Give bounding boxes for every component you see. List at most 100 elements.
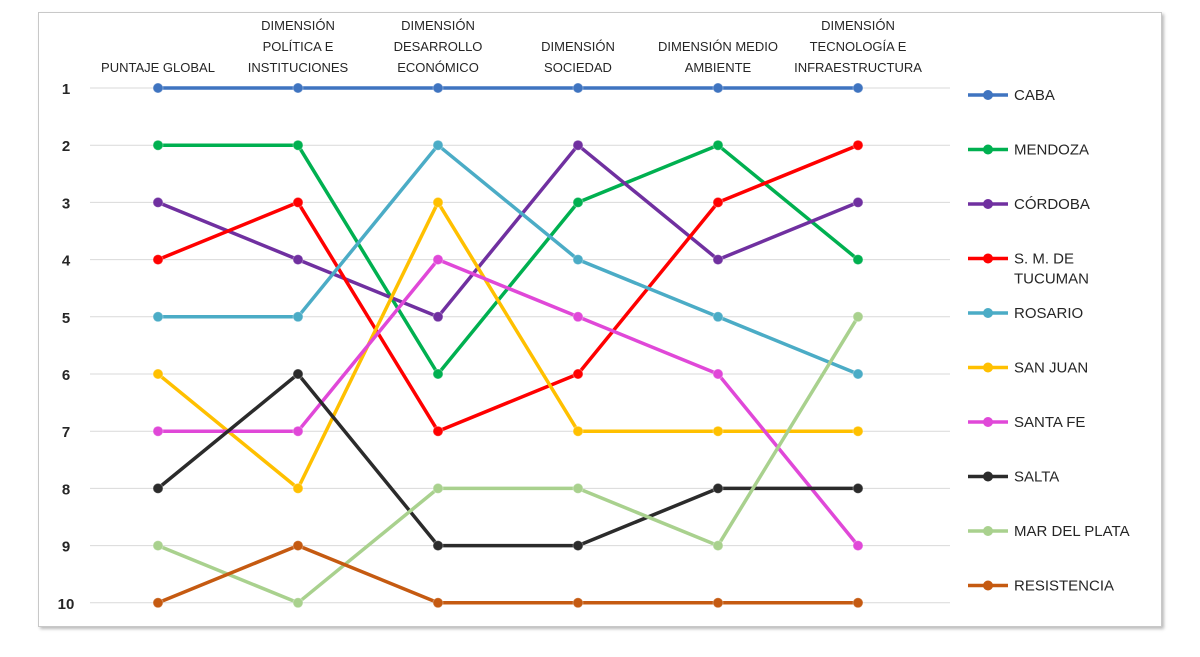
data-point	[572, 597, 584, 609]
x-category-label: DIMENSIÓN	[261, 18, 335, 33]
legend-marker	[983, 253, 993, 264]
data-point	[152, 425, 164, 437]
data-point	[292, 139, 304, 151]
y-tick-label: 8	[62, 481, 70, 498]
data-point	[292, 368, 304, 380]
y-tick-label: 10	[58, 596, 75, 613]
data-point	[852, 425, 864, 437]
y-tick-label: 4	[62, 253, 71, 270]
data-point	[572, 254, 584, 266]
data-point	[292, 82, 304, 94]
data-point	[432, 196, 444, 208]
data-point	[152, 597, 164, 609]
data-point	[712, 540, 724, 552]
legend-label: SAN JUAN	[1014, 360, 1088, 377]
data-point	[572, 540, 584, 552]
data-point	[712, 82, 724, 94]
data-point	[432, 254, 444, 266]
series-line-5	[156, 200, 858, 491]
data-point	[712, 254, 724, 266]
legend-label: MENDOZA	[1014, 142, 1089, 159]
series-line-4	[158, 143, 859, 376]
data-point	[572, 368, 584, 380]
data-point	[152, 368, 164, 380]
data-point	[432, 311, 444, 323]
y-tick-label: 2	[62, 138, 70, 155]
legend-label: S. M. DE	[1014, 251, 1074, 268]
legend-marker	[983, 471, 993, 482]
legend-label: ROSARIO	[1014, 305, 1083, 322]
legend-marker	[983, 362, 993, 373]
x-category-label: DESARROLLO	[394, 39, 483, 54]
data-point	[292, 540, 304, 552]
legend-label: RESISTENCIA	[1014, 578, 1114, 595]
x-category-label: ECONÓMICO	[397, 60, 479, 75]
series-line-6	[158, 257, 860, 547]
x-category-label: DIMENSIÓN	[541, 39, 615, 54]
data-point	[572, 82, 584, 94]
data-point	[152, 254, 164, 266]
data-point	[852, 482, 864, 494]
data-point	[292, 311, 304, 323]
data-point	[152, 311, 164, 323]
y-tick-label: 3	[62, 195, 70, 212]
data-point	[152, 196, 164, 208]
data-point	[712, 425, 724, 437]
data-point	[152, 482, 164, 494]
x-category-label: DIMENSIÓN	[821, 18, 895, 33]
legend-marker	[983, 417, 993, 427]
data-point	[852, 82, 864, 94]
data-point	[432, 425, 444, 437]
x-category-label: INSTITUCIONES	[248, 60, 349, 75]
data-point	[712, 482, 724, 494]
series-line-7	[156, 372, 858, 548]
series-line-8	[157, 315, 860, 605]
data-point	[292, 196, 304, 208]
y-tick-label: 6	[62, 367, 70, 384]
data-point	[292, 254, 304, 266]
legend-marker	[983, 144, 993, 155]
x-category-label: AMBIENTE	[685, 60, 752, 75]
data-point	[432, 368, 444, 380]
data-point	[152, 540, 164, 552]
y-tick-label: 1	[62, 81, 70, 98]
data-point	[152, 139, 164, 151]
data-point	[852, 311, 864, 323]
data-point	[572, 482, 584, 494]
data-point	[432, 139, 444, 151]
y-tick-label: 9	[62, 539, 70, 556]
data-point	[432, 597, 444, 609]
series-line-9	[157, 543, 858, 605]
data-point	[712, 311, 724, 323]
data-point	[432, 540, 444, 552]
legend-marker	[983, 580, 993, 591]
legend-label: SANTA FE	[1014, 414, 1085, 431]
series-line-2	[157, 143, 859, 319]
series-line-3	[157, 143, 859, 433]
legend-label: MAR DEL PLATA	[1014, 523, 1130, 540]
legend-label: CÓRDOBA	[1014, 196, 1090, 213]
x-category-label: PUNTAJE GLOBAL	[101, 60, 215, 75]
data-point	[572, 425, 584, 437]
x-category-label: TECNOLOGÍA E	[810, 39, 907, 54]
data-point	[852, 196, 864, 208]
data-point	[712, 368, 724, 380]
data-point	[432, 482, 444, 494]
data-point	[152, 82, 164, 94]
legend-marker	[983, 308, 993, 318]
legend-marker	[983, 199, 993, 209]
data-point	[572, 311, 584, 323]
data-point	[712, 597, 724, 609]
data-point	[572, 196, 584, 208]
data-point	[292, 597, 304, 609]
data-point	[432, 82, 444, 94]
data-point	[572, 139, 584, 151]
x-category-label: POLÍTICA E	[263, 39, 334, 54]
data-point	[712, 196, 724, 208]
x-category-label: INFRAESTRUCTURA	[794, 60, 922, 75]
data-point	[712, 139, 724, 151]
x-category-label: SOCIEDAD	[544, 60, 612, 75]
data-point	[852, 254, 864, 266]
data-point	[852, 139, 864, 151]
